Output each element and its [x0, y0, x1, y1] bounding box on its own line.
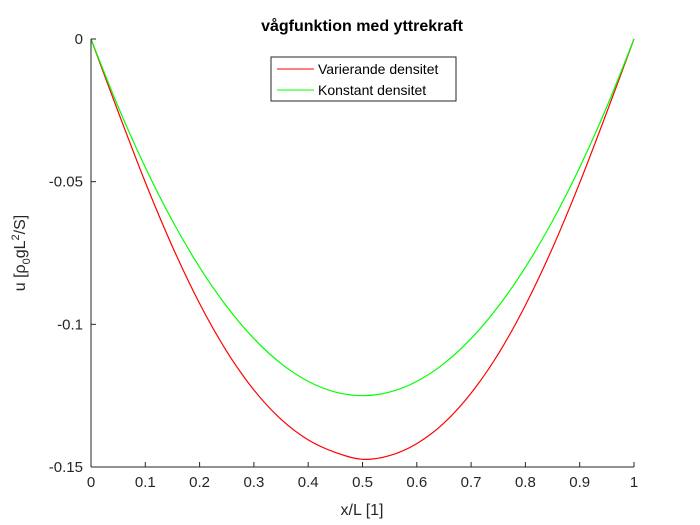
x-tick-label: 0.8: [515, 474, 536, 491]
series-line-0: [90, 38, 635, 460]
legend-box: [270, 56, 457, 102]
x-axis-label: x/L [1]: [341, 502, 384, 519]
y-tick-label: -0.15: [49, 459, 83, 476]
y-axis-label: u [ρ0gL2/S]: [10, 215, 33, 292]
x-tick-label: 0.4: [298, 474, 319, 491]
x-ticks: 0 0.1 0.2 0.3 0.4 0.5 0.6 0.7 0.8 0.9 1: [87, 462, 638, 491]
x-tick-label: 0.6: [406, 474, 427, 491]
series-line-1: [90, 38, 635, 397]
x-tick-label: 1: [630, 474, 638, 491]
x-tick-label: 0.1: [135, 474, 156, 491]
y-axis-label-superscript: 2: [10, 234, 22, 240]
y-axis-label-mid: gL: [12, 240, 29, 258]
y-tick-label: -0.1: [57, 316, 83, 333]
y-axis-label-subscript: 0: [21, 258, 33, 264]
y-ticks: -0.15 -0.1 -0.05 0: [49, 31, 96, 476]
legend: Varierande densitet Konstant densitet: [270, 56, 457, 102]
x-tick-label: 0.7: [461, 474, 482, 491]
plot-area: [91, 39, 634, 467]
legend-label-series-0: Varierande densitet: [318, 61, 438, 77]
legend-label-series-1: Konstant densitet: [318, 82, 426, 98]
chart-title: vågfunktion med yttrekraft: [261, 17, 463, 35]
y-axis-label-prefix: u [ρ: [12, 264, 29, 291]
y-axis-label-suffix: /S]: [12, 215, 29, 235]
x-tick-label: 0: [87, 474, 95, 491]
y-tick-label: 0: [75, 31, 83, 48]
x-tick-label: 0.9: [569, 474, 590, 491]
x-tick-label: 0.2: [189, 474, 210, 491]
x-tick-label: 0.5: [352, 474, 373, 491]
x-tick-label: 0.3: [243, 474, 264, 491]
series-layer: [90, 38, 635, 460]
y-tick-label: -0.05: [49, 174, 83, 191]
